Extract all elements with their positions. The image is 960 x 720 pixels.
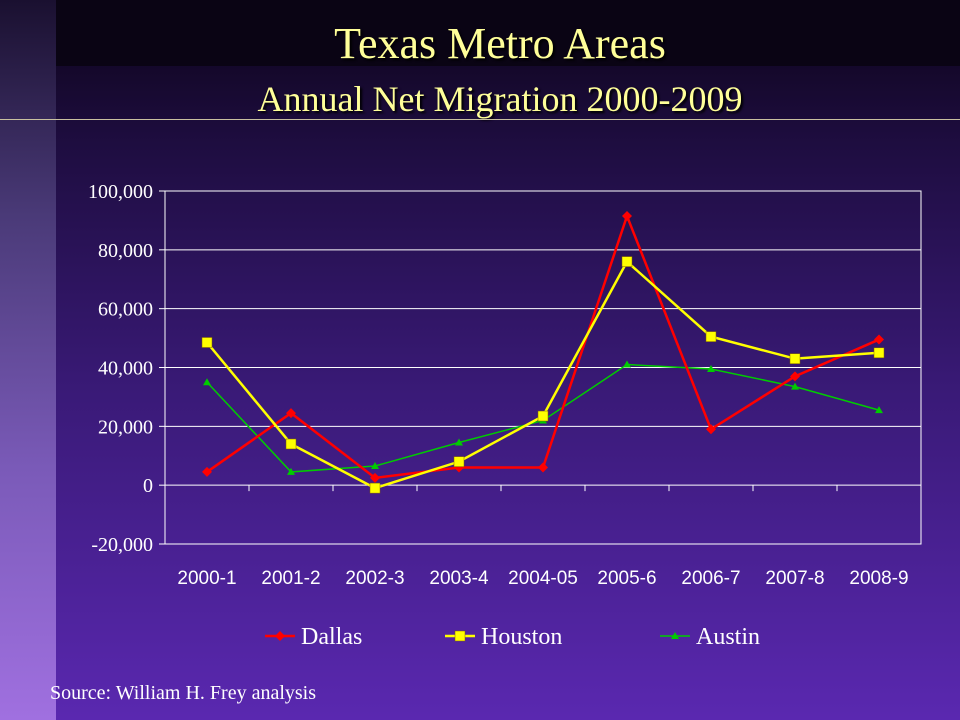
data-point-austin	[791, 382, 799, 390]
x-tick-label: 2008-9	[849, 568, 908, 589]
data-point-dallas	[370, 472, 380, 483]
data-point-austin	[875, 406, 883, 414]
x-tick-label: 2007-8	[765, 568, 824, 589]
data-point-austin	[455, 438, 463, 446]
legend-marker	[671, 632, 679, 639]
data-point-houston	[789, 353, 801, 364]
data-point-austin	[623, 360, 631, 368]
x-tick-label: 2002-3	[345, 568, 404, 589]
y-tick-label: 60,000	[98, 299, 153, 321]
data-point-houston	[873, 347, 885, 359]
data-point-houston	[369, 482, 381, 494]
data-point-dallas	[538, 462, 548, 473]
series-line-houston	[206, 259, 880, 490]
y-tick-label: 100,000	[88, 181, 153, 203]
title-band	[56, 0, 960, 66]
x-tick-label: 2001-2	[261, 568, 320, 589]
data-point-austin	[371, 462, 379, 470]
data-point-dallas	[286, 408, 296, 419]
data-point-houston	[285, 438, 297, 450]
data-point-dallas	[202, 466, 212, 477]
title-divider	[0, 119, 960, 120]
data-point-houston	[453, 456, 465, 467]
x-tick-label: 2003-4	[429, 568, 489, 589]
series-line-dallas	[206, 212, 880, 480]
data-point-austin	[287, 467, 295, 475]
legend-marker	[454, 630, 466, 642]
y-tick-label: 80,000	[98, 240, 153, 262]
data-point-houston	[201, 337, 213, 348]
data-point-dallas	[622, 211, 632, 222]
data-point-austin	[203, 378, 211, 386]
legend-label: Austin	[696, 624, 760, 650]
legend-label: Dallas	[301, 624, 362, 650]
data-point-dallas	[790, 371, 800, 382]
data-point-houston	[537, 410, 549, 422]
y-tick-label: 40,000	[98, 358, 153, 380]
legend-label: Houston	[481, 624, 562, 650]
x-tick-label: 2004-05	[508, 568, 578, 589]
source-note: Source: William H. Frey analysis	[50, 682, 317, 704]
y-tick-label: -20,000	[91, 534, 153, 556]
data-point-austin	[707, 364, 715, 372]
y-tick-label: 20,000	[98, 416, 153, 438]
x-tick-label: 2000-1	[177, 568, 236, 589]
slide-subtitle: Annual Net Migration 2000-2009	[257, 79, 743, 119]
legend-marker	[275, 631, 285, 641]
slide-title: Texas Metro Areas	[334, 19, 666, 68]
x-tick-label: 2005-6	[597, 568, 656, 589]
data-point-houston	[705, 331, 717, 342]
data-point-dallas	[874, 334, 884, 345]
data-point-dallas	[706, 424, 716, 435]
data-point-houston	[621, 256, 633, 267]
x-tick-label: 2006-7	[681, 568, 740, 589]
y-tick-label: 0	[143, 475, 153, 497]
left-accent-bar	[0, 0, 56, 720]
